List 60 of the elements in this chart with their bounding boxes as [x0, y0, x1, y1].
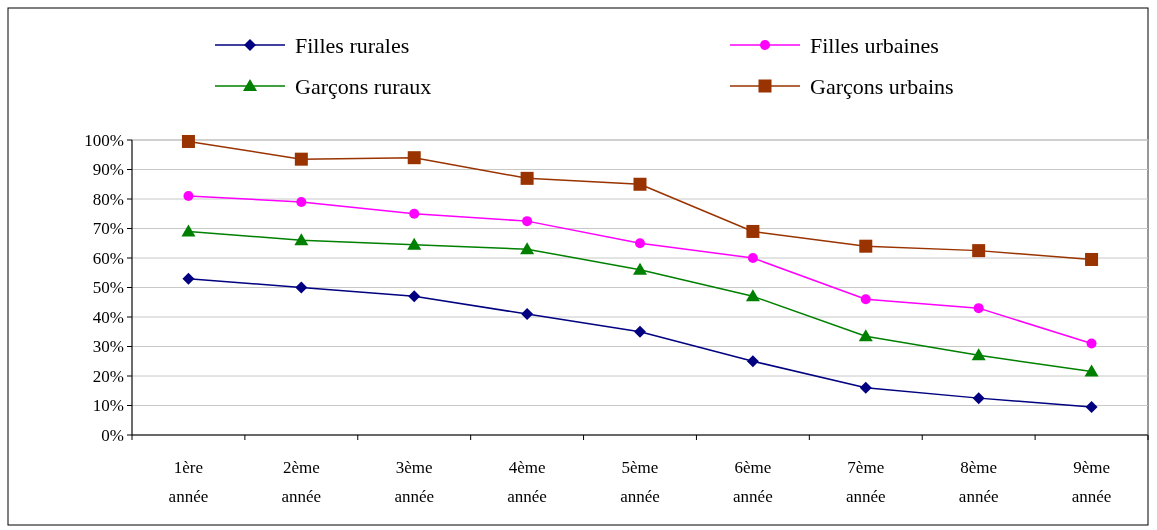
- point: [1085, 400, 1098, 413]
- point: [521, 308, 534, 321]
- legend-label: Filles rurales: [295, 32, 410, 58]
- point: [745, 289, 760, 302]
- point: [294, 152, 308, 166]
- x-tick-label: 9ème année: [1071, 458, 1112, 506]
- x-tick-label: 4ème année: [507, 458, 547, 506]
- point: [635, 238, 645, 249]
- point: [181, 134, 195, 148]
- point: [859, 381, 872, 394]
- legend-label: Garçons ruraux: [295, 73, 432, 99]
- point: [747, 253, 758, 263]
- y-tick-label: 0%: [101, 425, 124, 445]
- point: [520, 171, 534, 185]
- point: [972, 244, 986, 258]
- point: [1086, 338, 1097, 349]
- x-tick-label: 8ème année: [958, 458, 999, 506]
- point: [746, 224, 760, 238]
- point: [296, 196, 307, 207]
- point: [181, 224, 196, 237]
- x-tick-label: 5ème année: [620, 458, 660, 506]
- y-tick-label: 80%: [92, 189, 124, 209]
- legend-label: Filles urbaines: [810, 32, 939, 58]
- y-tick-label: 90%: [92, 160, 124, 180]
- y-tick-label: 30%: [92, 337, 124, 357]
- point: [971, 348, 986, 361]
- x-tick-label: 7ème année: [845, 458, 886, 506]
- point: [407, 237, 422, 250]
- point: [634, 325, 646, 338]
- point: [746, 355, 759, 368]
- point: [520, 242, 535, 255]
- x-tick-label: 3ème année: [394, 458, 435, 506]
- point: [972, 392, 985, 405]
- point: [859, 239, 873, 253]
- y-tick-label: 60%: [92, 248, 124, 268]
- point: [633, 177, 647, 191]
- point: [183, 191, 194, 202]
- point: [182, 272, 195, 285]
- y-tick-label: 20%: [92, 366, 124, 386]
- point: [973, 303, 984, 314]
- point: [522, 216, 533, 227]
- legend-label: Garçons urbains: [810, 73, 954, 99]
- point: [294, 233, 309, 246]
- y-tick-label: 40%: [92, 307, 124, 327]
- point: [409, 208, 420, 219]
- point: [407, 151, 421, 165]
- y-tick-label: 10%: [92, 396, 124, 416]
- point: [1084, 364, 1099, 377]
- y-tick-label: 50%: [92, 278, 124, 298]
- x-tick-label: 2ème année: [281, 458, 322, 506]
- point: [633, 262, 647, 275]
- point: [295, 281, 308, 294]
- point: [860, 294, 871, 305]
- x-tick-label: 6ème année: [733, 458, 773, 506]
- x-tick-label: 1ère année: [168, 458, 209, 506]
- point: [408, 290, 421, 303]
- point: [858, 329, 873, 342]
- y-tick-label: 100%: [84, 130, 124, 150]
- point: [1085, 252, 1099, 266]
- y-tick-label: 70%: [92, 219, 124, 239]
